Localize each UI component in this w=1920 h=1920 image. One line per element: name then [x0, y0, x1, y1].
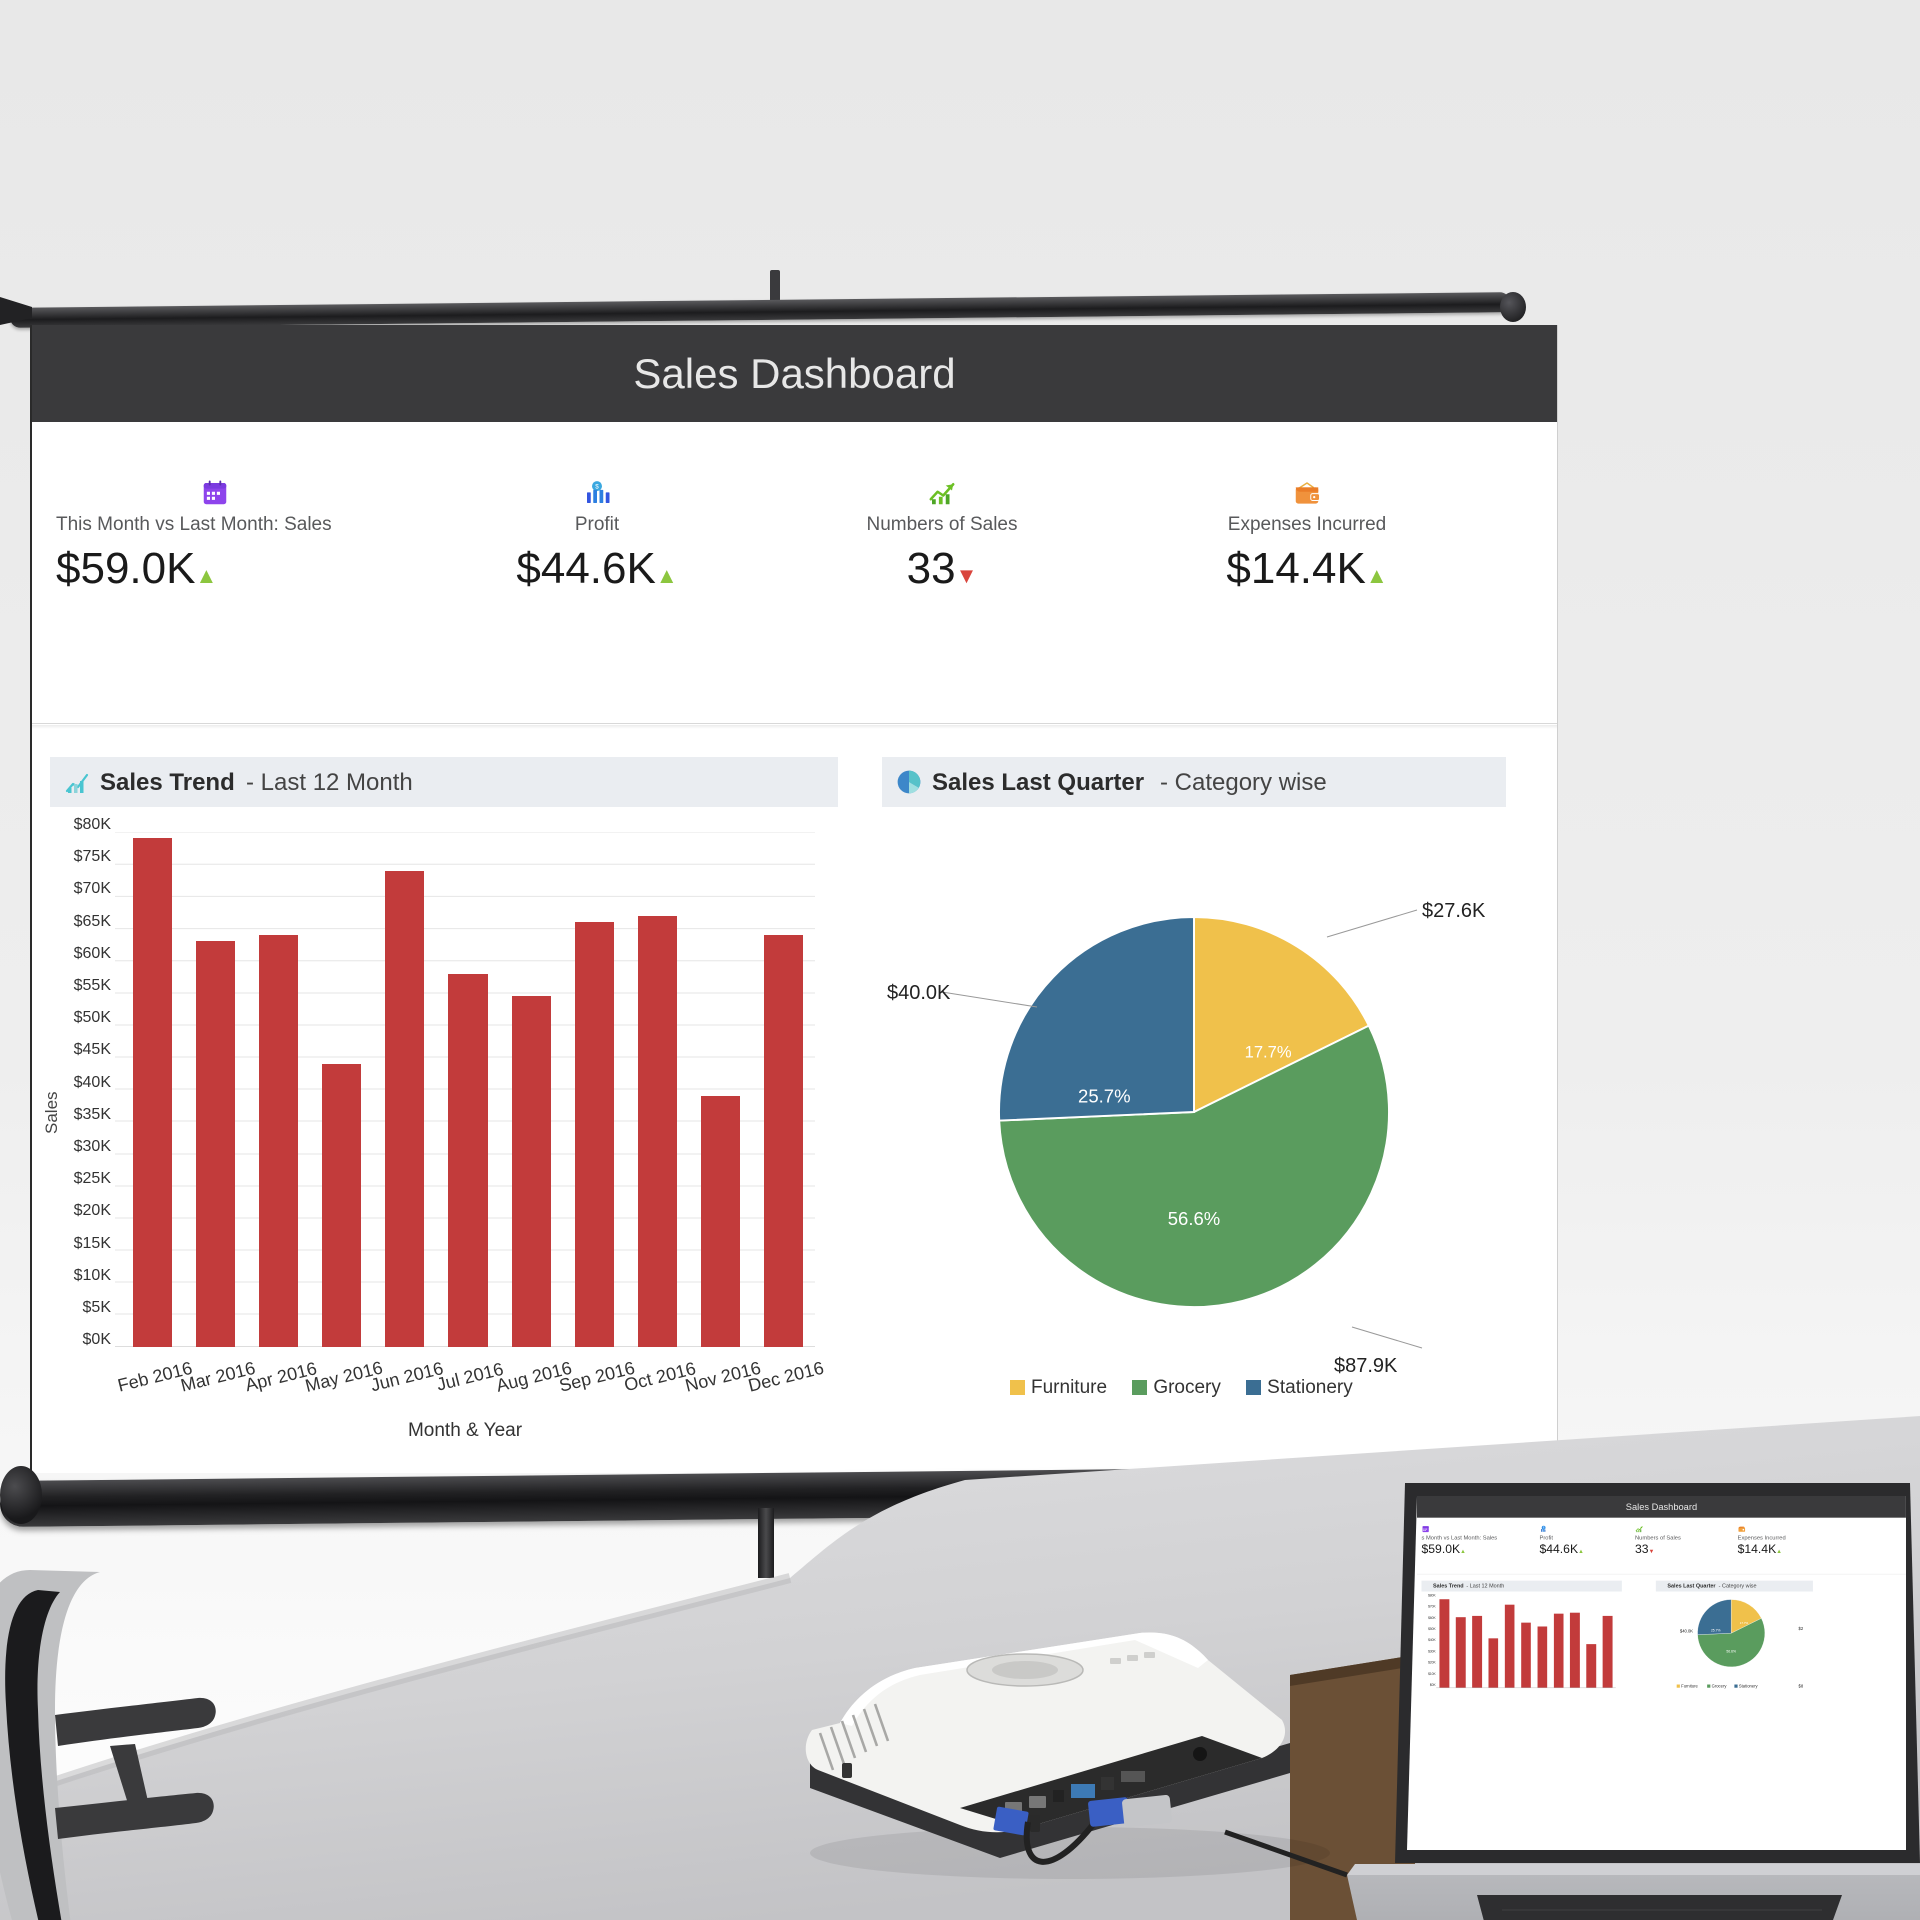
- svg-text:Stationery: Stationery: [1739, 1683, 1759, 1688]
- svg-text:Furniture: Furniture: [1681, 1683, 1698, 1688]
- svg-text:Grocery: Grocery: [1712, 1683, 1728, 1688]
- svg-text:$8: $8: [1799, 1684, 1804, 1689]
- svg-text:56.6%: 56.6%: [1726, 1650, 1736, 1654]
- svg-text:17.7%: 17.7%: [1740, 1621, 1749, 1625]
- svg-text:$27.6K: $27.6K: [1422, 900, 1486, 922]
- svg-text:$2: $2: [1799, 1626, 1804, 1631]
- svg-text:56.6%: 56.6%: [1168, 1208, 1221, 1229]
- svg-text:25.7%: 25.7%: [1078, 1085, 1131, 1106]
- svg-text:$40.0K: $40.0K: [887, 982, 951, 1004]
- svg-text:$40.0K: $40.0K: [1680, 1629, 1693, 1634]
- svg-text:$87.9K: $87.9K: [1334, 1355, 1398, 1377]
- svg-text:17.7%: 17.7%: [1245, 1042, 1292, 1061]
- svg-text:25.7%: 25.7%: [1711, 1629, 1721, 1633]
- svg-text:$: $: [595, 484, 599, 491]
